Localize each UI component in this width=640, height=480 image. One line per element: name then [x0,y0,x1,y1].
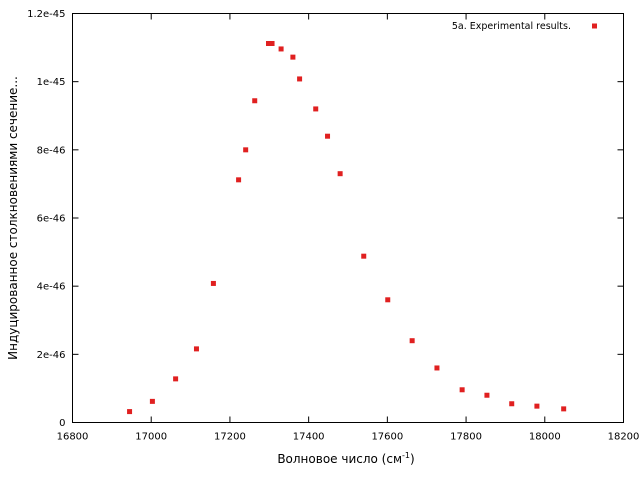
data-point [278,46,284,52]
legend-label: 5a. Experimental results. [452,21,571,32]
y-tick-label: 1e-45 [37,77,66,88]
x-axis-label: Волновое число (см-1) [277,451,414,466]
y-tick-label: 8e-46 [37,145,66,156]
data-point [361,253,367,259]
data-point [252,98,258,104]
data-point [561,406,567,412]
data-point [236,177,242,183]
x-tick-label: 17800 [450,432,482,443]
data-point [337,171,343,177]
y-axis-ticks: 0 2e-46 4e-46 6e-46 8e-46 1e-45 1.2e-45 [27,9,624,429]
x-tick-label: 18000 [529,432,561,443]
data-point [434,365,440,371]
data-point [210,280,216,286]
data-point [243,147,249,153]
data-point [509,401,515,407]
x-axis-ticks: 16800 17000 17200 17400 17600 17800 18000 18200 [57,13,640,443]
x-tick-label: 17000 [135,432,167,443]
data-point [269,40,275,46]
data-point [193,346,199,352]
y-tick-label: 0 [59,418,65,429]
y-tick-label: 2e-46 [37,350,66,361]
data-point [127,409,133,415]
data-point [325,133,331,139]
data-point [484,392,490,398]
y-tick-label: 4e-46 [37,282,66,293]
data-point [173,376,179,382]
y-axis-label: Индуцированное столкновениями сечение... [6,76,20,360]
x-tick-label: 17600 [371,432,403,443]
y-tick-label: 6e-46 [37,214,66,225]
plot-frame [72,13,624,423]
legend: 5a. Experimental results. [452,21,597,32]
x-tick-label: 16800 [57,432,89,443]
x-tick-label: 18200 [608,432,640,443]
data-point [290,54,296,60]
legend-marker [592,23,597,29]
data-point [534,403,540,409]
x-tick-label: 17400 [293,432,325,443]
y-tick-label: 1.2e-45 [27,9,65,20]
data-point [265,40,271,46]
x-tick-label: 17200 [214,432,246,443]
data-point [385,297,391,303]
data-points [127,40,567,415]
data-point [459,387,465,393]
data-point [297,76,303,82]
data-point [409,338,415,344]
data-point [313,106,319,112]
data-point [149,398,155,404]
